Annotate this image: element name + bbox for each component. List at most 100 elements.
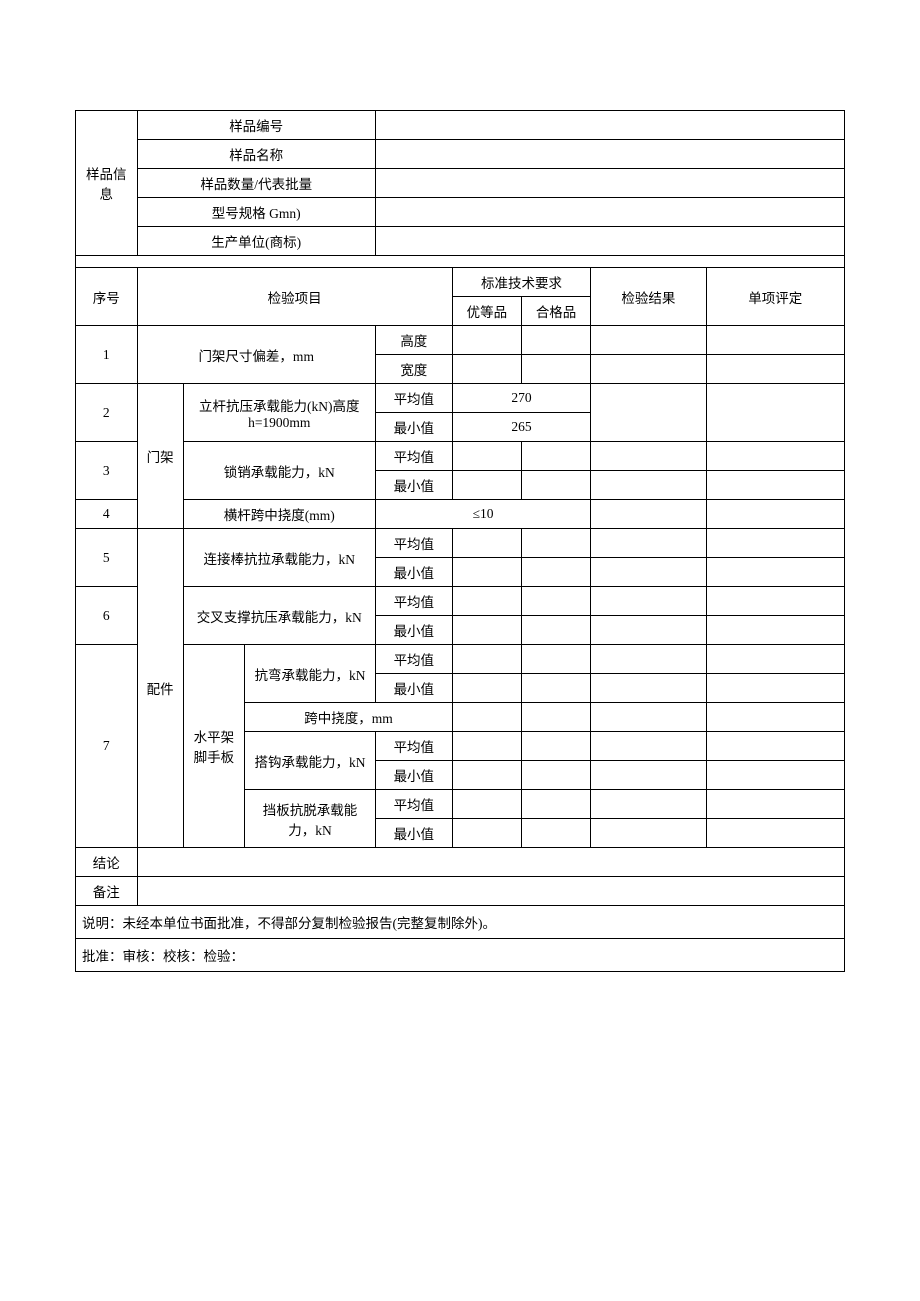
signature-line: 批准：审核：校核：检验： — [76, 939, 845, 972]
cell — [591, 790, 706, 819]
row-sub: 最小值 — [375, 558, 452, 587]
row-item: 横杆跨中挠度(mm) — [183, 500, 375, 529]
col-std: 标准技术要求 — [452, 268, 590, 297]
cell — [521, 819, 590, 848]
row-sub: 最小值 — [375, 413, 452, 442]
cell — [521, 645, 590, 674]
row-sub: 最小值 — [375, 761, 452, 790]
info-label: 样品数量/代表批量 — [137, 169, 375, 198]
cell — [706, 529, 844, 558]
cell — [521, 790, 590, 819]
cell — [452, 790, 521, 819]
info-section-label: 样品信息 — [76, 111, 138, 256]
row-sub: 最小值 — [375, 471, 452, 500]
info-value — [375, 140, 844, 169]
cell — [452, 326, 521, 355]
cell — [706, 819, 844, 848]
cell — [591, 326, 706, 355]
cell — [591, 442, 706, 471]
cell — [452, 355, 521, 384]
cell — [591, 674, 706, 703]
cell — [452, 587, 521, 616]
cell-value: 270 — [452, 384, 590, 413]
col-item: 检验项目 — [137, 268, 452, 326]
col-verdict: 单项评定 — [706, 268, 844, 326]
cell — [706, 761, 844, 790]
cell — [521, 355, 590, 384]
group-door: 门架 — [137, 384, 183, 529]
info-value — [375, 111, 844, 140]
cell — [706, 471, 844, 500]
conclusion-label: 结论 — [76, 848, 138, 877]
row-sub: 平均值 — [375, 384, 452, 413]
col-std-a: 优等品 — [452, 297, 521, 326]
info-value — [375, 169, 844, 198]
group-acc: 配件 — [137, 529, 183, 848]
cell — [452, 732, 521, 761]
info-label: 样品名称 — [137, 140, 375, 169]
cell — [452, 529, 521, 558]
cell — [521, 703, 590, 732]
conclusion-value — [137, 848, 844, 877]
cell — [452, 558, 521, 587]
group-board: 水平架脚手板 — [183, 645, 245, 848]
row-no: 7 — [76, 645, 138, 848]
cell — [452, 674, 521, 703]
row-no: 3 — [76, 442, 138, 500]
cell — [706, 384, 844, 442]
info-label: 样品编号 — [137, 111, 375, 140]
row-no: 1 — [76, 326, 138, 384]
cell — [591, 645, 706, 674]
report-table: 样品信息 样品编号 样品名称 样品数量/代表批量 型号规格 Gmn) 生产单位(… — [75, 110, 845, 972]
remark-value — [137, 877, 844, 906]
cell — [706, 587, 844, 616]
row-item: 连接棒抗拉承载能力，kN — [183, 529, 375, 587]
cell — [521, 471, 590, 500]
row-sub: 高度 — [375, 326, 452, 355]
cell — [706, 558, 844, 587]
cell — [591, 500, 706, 529]
cell — [521, 442, 590, 471]
cell — [521, 587, 590, 616]
cell-value: 265 — [452, 413, 590, 442]
info-value — [375, 227, 844, 256]
cell — [591, 732, 706, 761]
cell — [521, 529, 590, 558]
cell — [521, 616, 590, 645]
cell — [591, 471, 706, 500]
row-no: 4 — [76, 500, 138, 529]
cell — [706, 645, 844, 674]
cell — [452, 442, 521, 471]
row-item: 跨中挠度，mm — [245, 703, 453, 732]
cell — [591, 558, 706, 587]
cell — [706, 703, 844, 732]
cell — [521, 558, 590, 587]
cell — [706, 732, 844, 761]
row-item: 抗弯承载能力，kN — [245, 645, 376, 703]
cell — [706, 500, 844, 529]
cell-value: ≤10 — [375, 500, 590, 529]
cell — [452, 616, 521, 645]
cell — [591, 819, 706, 848]
row-item: 门架尺寸偏差，mm — [137, 326, 375, 384]
row-sub: 最小值 — [375, 674, 452, 703]
cell — [452, 819, 521, 848]
row-item: 交叉支撑抗压承载能力，kN — [183, 587, 375, 645]
cell — [591, 616, 706, 645]
row-no: 5 — [76, 529, 138, 587]
info-label: 型号规格 Gmn) — [137, 198, 375, 227]
cell — [521, 732, 590, 761]
cell — [452, 645, 521, 674]
row-sub: 平均值 — [375, 529, 452, 558]
cell — [706, 616, 844, 645]
row-sub: 最小值 — [375, 819, 452, 848]
cell — [706, 326, 844, 355]
row-no: 6 — [76, 587, 138, 645]
info-label: 生产单位(商标) — [137, 227, 375, 256]
row-item: 搭钩承载能力，kN — [245, 732, 376, 790]
row-sub: 最小值 — [375, 616, 452, 645]
cell — [591, 355, 706, 384]
cell — [452, 471, 521, 500]
info-value — [375, 198, 844, 227]
row-item: 挡板抗脱承载能力，kN — [245, 790, 376, 848]
